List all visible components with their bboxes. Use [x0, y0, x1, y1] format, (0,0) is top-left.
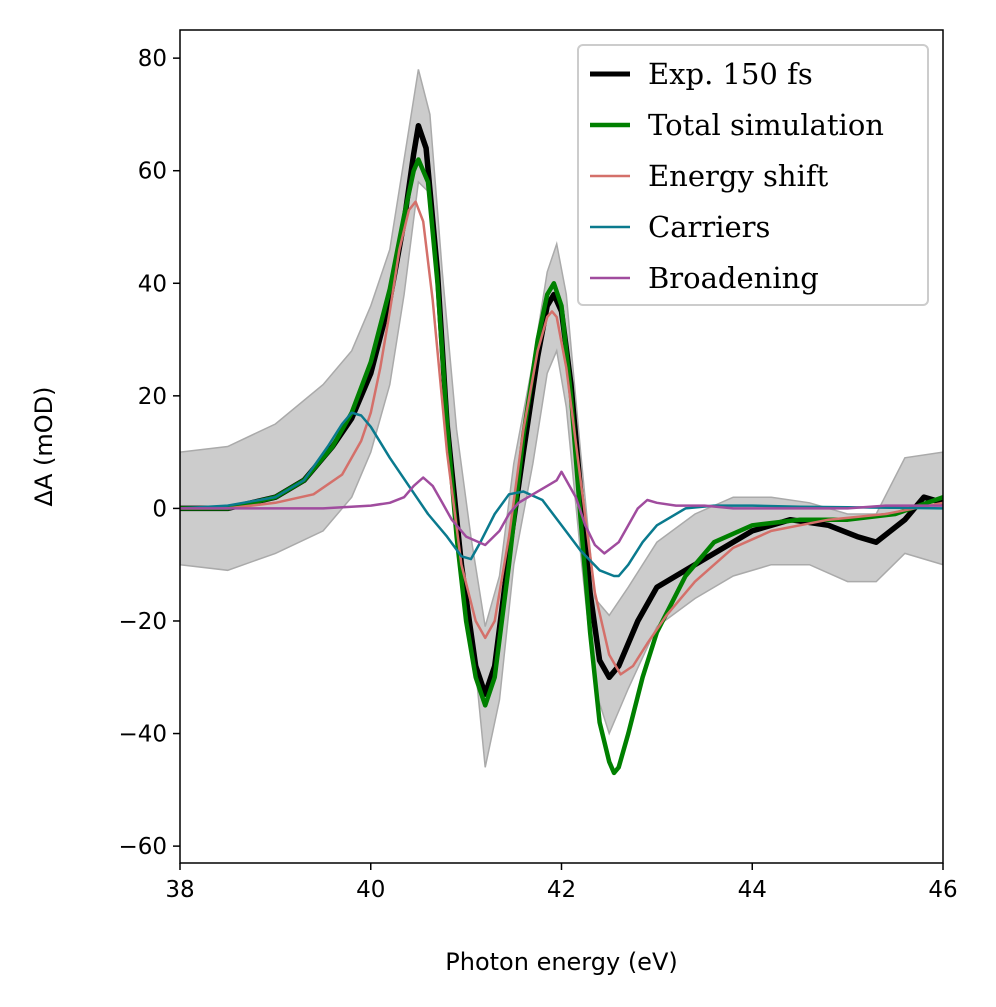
- x-tick-label: 42: [547, 877, 576, 903]
- y-tick-label: −60: [118, 834, 167, 860]
- legend-box: [577, 44, 929, 306]
- legend-label-carriers: Carriers: [648, 210, 770, 244]
- legend-label-broadening: Broadening: [648, 261, 819, 295]
- series-line-broadening: [180, 470, 943, 555]
- y-tick-label: 60: [138, 159, 167, 185]
- x-tick-label: 44: [738, 877, 767, 903]
- y-tick-label: 40: [138, 271, 167, 297]
- legend: Exp. 150 fs Total simulation Energy shift C…: [577, 44, 929, 306]
- legend-label-total-simulation: Total simulation: [648, 108, 884, 142]
- x-axis: 38 40 42 44 46: [165, 863, 958, 903]
- y-tick-label: 0: [152, 496, 167, 522]
- x-tick-label: 38: [165, 877, 194, 903]
- y-tick-label: 80: [138, 46, 167, 72]
- x-axis-label: Photon energy (eV): [445, 948, 677, 976]
- y-tick-label: 20: [138, 384, 167, 410]
- series-line-carriers: [180, 411, 943, 578]
- series-layer: [180, 122, 943, 776]
- x-tick-label: 46: [928, 877, 957, 903]
- legend-label-energy-shift: Energy shift: [648, 159, 829, 193]
- legend-label-exp-150-fs: Exp. 150 fs: [648, 57, 813, 91]
- series-line-energy-shift: [180, 200, 943, 676]
- y-tick-label: −40: [118, 722, 167, 748]
- x-tick-label: 40: [356, 877, 385, 903]
- y-tick-label: −20: [118, 609, 167, 635]
- y-axis: −60 −40 −20 0 20 40 60 80: [118, 46, 180, 860]
- y-axis-label: ΔA (mOD): [30, 387, 58, 507]
